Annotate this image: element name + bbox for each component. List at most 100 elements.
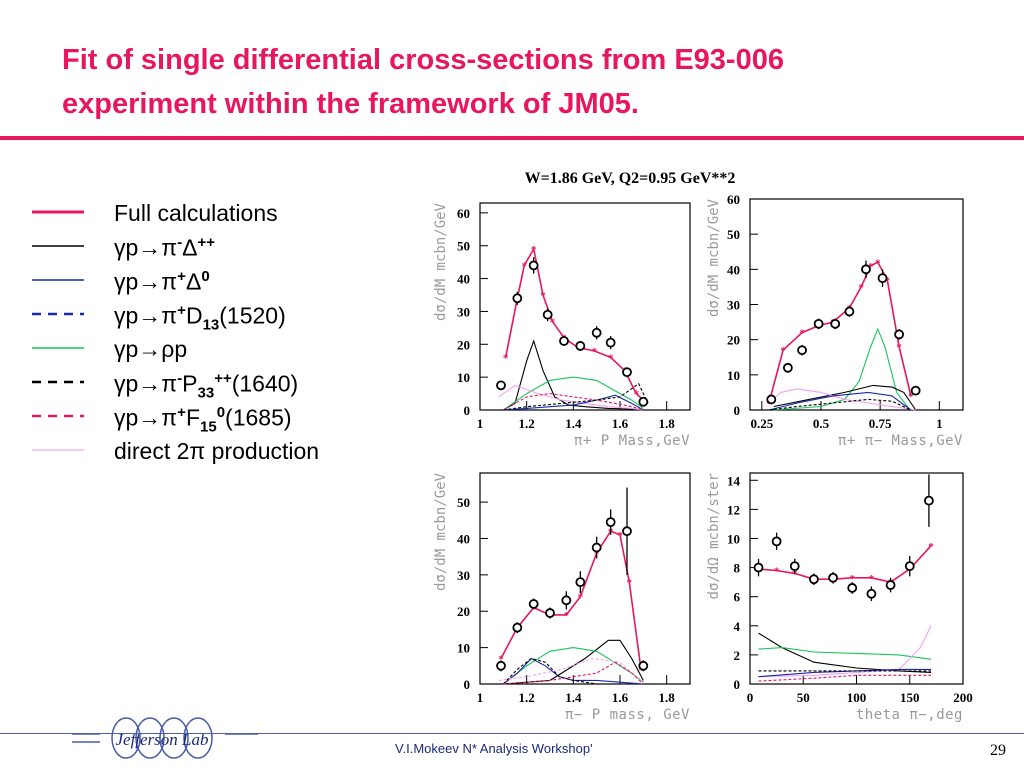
data-point: [813, 318, 824, 329]
y-tick-label: 10: [457, 641, 470, 656]
y-axis-label: dσ/dM mcbn/GeV: [706, 198, 722, 317]
chart-panel-2: 0 10 20 30 40 50 60 0.25 0.5 0.75 1 π+ π− Mass,GeV d…: [706, 192, 964, 449]
y-axis-label: dσ/dM mcbn/GeV: [433, 202, 449, 321]
x-tick-label: 0.5: [813, 416, 830, 431]
data-point: [561, 595, 572, 606]
series-line: [503, 393, 644, 411]
y-tick-label: 0: [734, 677, 741, 692]
series-line: [768, 391, 912, 411]
series-marker: *: [638, 664, 644, 676]
series-line: [503, 382, 649, 411]
legend-label-part: γp→π: [114, 370, 178, 397]
plot-frame: [479, 202, 691, 411]
legend-label-part: Δ: [185, 268, 202, 295]
y-tick-label: 14: [727, 473, 741, 488]
data-point: [753, 562, 764, 573]
legend-label-part: P: [182, 370, 198, 397]
chart-panel-1: 0 10 20 30 40 50 60 1 1.2 1.4 1.6 1.8 π+ P Mass,GeV d…: [433, 202, 691, 449]
y-axis-label: dσ/dΩ mcbn/ster: [706, 473, 722, 599]
x-tick-label: 150: [900, 690, 920, 705]
y-tick-label: 20: [457, 604, 470, 619]
y-tick-label: 30: [457, 568, 470, 583]
legend-label-part: F: [185, 404, 200, 431]
series-marker: *: [868, 261, 874, 273]
legend-label-part: Δ: [182, 234, 198, 261]
legend-label: γp→π+Δ0: [114, 268, 210, 296]
legend-label-part: Full calculations: [114, 200, 278, 226]
x-tick-label: 1: [477, 690, 484, 705]
legend-label-part: 0: [216, 404, 226, 421]
figure-title: W=1.86 GeV, Q2=0.95 GeV**2: [525, 170, 736, 187]
series-line: [773, 327, 910, 411]
series-marker: *: [928, 541, 934, 553]
data-point: [575, 341, 586, 351]
series-marker: *: [498, 654, 504, 666]
data-point: [797, 345, 807, 356]
legend-label-part: (1640): [231, 370, 299, 397]
y-tick-label: 40: [727, 262, 740, 277]
x-tick-label: 0: [747, 690, 754, 705]
series-line-full: [500, 530, 642, 670]
data-point: [559, 336, 569, 346]
series-marker: *: [885, 275, 891, 287]
series-marker: *: [858, 282, 864, 294]
series-marker: *: [547, 610, 553, 622]
x-axis-label: π+ π− Mass,GeV: [838, 433, 963, 449]
data-point: [809, 574, 819, 585]
slide-title: Fit of single differential cross-section…: [62, 38, 1002, 126]
series-marker: *: [816, 321, 822, 333]
x-tick-label: 0.75: [869, 416, 892, 431]
legend-label-part: γp→π: [114, 404, 178, 431]
data-point: [528, 260, 539, 271]
series-marker: *: [503, 352, 509, 364]
series-line: [503, 661, 644, 685]
legend-label-part: +: [177, 404, 186, 421]
y-tick-label: 10: [457, 370, 470, 385]
series-line: [503, 394, 644, 411]
x-axis-label: π+ P Mass,GeV: [574, 433, 690, 449]
x-tick-label: 1.4: [565, 690, 582, 705]
y-tick-label: 0: [464, 677, 471, 692]
legend-label: γp→ρp: [114, 336, 187, 363]
legend-label-part: γp→π: [114, 234, 178, 261]
series-line-full: [768, 261, 912, 404]
series-marker: *: [575, 343, 581, 355]
legend-label-part: γp→ρp: [114, 336, 188, 362]
series-marker: *: [594, 548, 600, 560]
y-tick-label: 50: [457, 239, 470, 254]
data-point: [844, 306, 855, 317]
y-axis-label: dσ/dM mcbn/GeV: [433, 472, 449, 591]
data-point: [828, 572, 838, 583]
data-point: [512, 622, 523, 633]
data-point: [542, 309, 553, 320]
y-tick-label: 2: [734, 648, 741, 663]
series-marker: *: [617, 530, 623, 542]
series-marker: *: [515, 293, 521, 305]
series-line-full: [758, 545, 932, 583]
x-tick-label: 200: [953, 690, 973, 705]
y-tick-label: 20: [727, 333, 740, 348]
series-marker: *: [830, 574, 836, 586]
series-line: [758, 647, 932, 660]
legend-swatch: [32, 449, 84, 451]
series-marker: *: [608, 352, 614, 364]
data-point: [885, 580, 896, 590]
legend-label: direct 2π production: [114, 438, 319, 465]
x-tick-label: 1: [477, 416, 484, 431]
y-tick-label: 40: [457, 272, 470, 287]
y-tick-label: 10: [727, 531, 740, 546]
data-point: [638, 396, 649, 407]
series-marker: *: [888, 577, 894, 589]
y-tick-label: 0: [464, 403, 471, 418]
series-marker: *: [907, 564, 913, 576]
legend-label: γp→π+D13(1520): [114, 302, 286, 333]
series-marker: *: [540, 290, 546, 302]
series-line: [768, 398, 912, 411]
data-point: [847, 583, 858, 593]
x-tick-label: 50: [797, 690, 810, 705]
legend-swatch: [32, 312, 84, 316]
legend-label-part: direct 2π production: [114, 438, 320, 464]
x-tick-label: 1.8: [659, 416, 676, 431]
legend-swatch: [32, 279, 84, 281]
data-point: [924, 495, 934, 506]
